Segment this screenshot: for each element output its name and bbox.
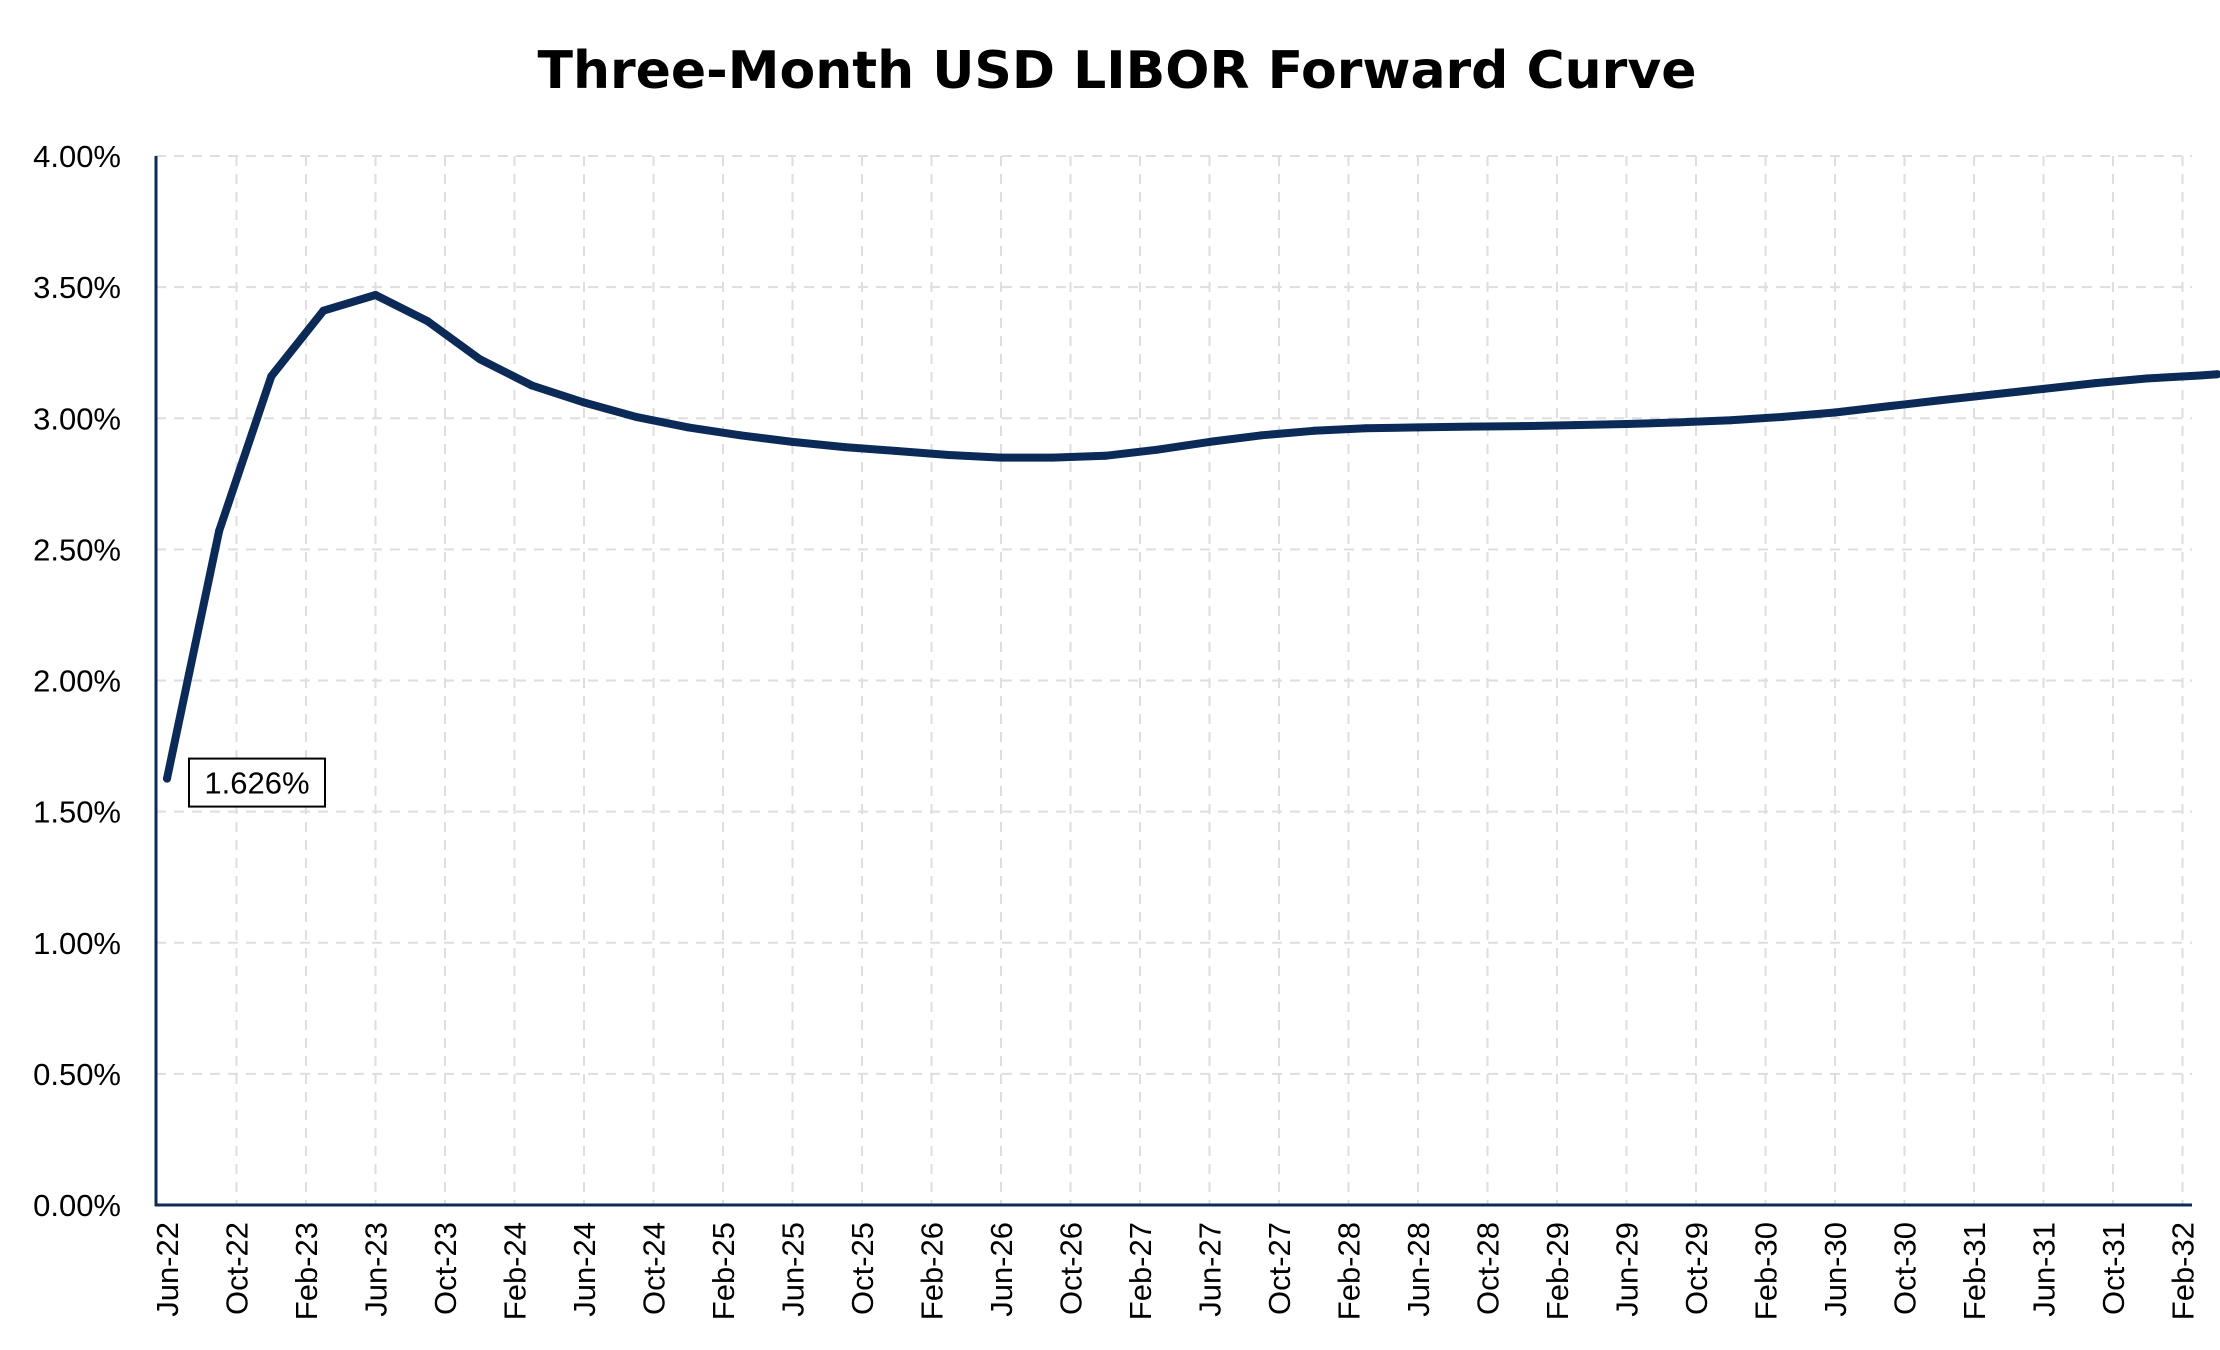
x-tick-labels: Jun-22 Oct-22 Feb-23 Jun-23 Oct-23 Feb-24 Jun-… <box>150 1222 2201 1320</box>
data-point <box>1257 431 1266 440</box>
data-point <box>736 431 745 440</box>
data-point <box>1622 420 1631 428</box>
annotations: 1.626% <box>188 757 326 808</box>
data-point <box>1935 396 1944 405</box>
x-tick-label: Jun-30 <box>1818 1222 1853 1317</box>
x-tick-label: Oct-28 <box>1471 1222 1506 1315</box>
x-tick-label: Oct-23 <box>428 1222 463 1315</box>
x-tick-label: Oct-31 <box>2096 1222 2131 1315</box>
x-tick-label: Feb-26 <box>915 1222 950 1320</box>
series-line <box>163 291 2220 783</box>
data-point <box>2213 370 2220 379</box>
y-tick-label: 3.00% <box>33 401 121 436</box>
x-tick-label: Feb-24 <box>498 1222 533 1320</box>
x-tick-label: Jun-31 <box>2027 1222 2062 1317</box>
data-point <box>1831 408 1839 417</box>
x-tick-label: Jun-24 <box>567 1222 602 1317</box>
data-point <box>2143 374 2152 383</box>
data-point <box>1778 412 1787 421</box>
y-tick-label: 0.00% <box>33 1188 121 1223</box>
y-tick-label: 0.50% <box>33 1057 121 1092</box>
data-point <box>788 437 797 446</box>
data-point <box>1518 422 1527 431</box>
x-tick-label: Jun-27 <box>1193 1222 1228 1317</box>
data-point <box>1205 437 1214 446</box>
x-tick-label: Oct-24 <box>637 1222 672 1315</box>
x-tick-label: Feb-30 <box>1749 1222 1784 1320</box>
data-point <box>892 447 901 455</box>
series-layer <box>163 291 2220 783</box>
data-point <box>475 355 484 364</box>
data-point <box>997 453 1005 462</box>
x-tick-label: Jun-28 <box>1401 1222 1436 1317</box>
data-point <box>840 443 849 452</box>
data-point <box>944 451 953 459</box>
data-point <box>423 317 432 326</box>
data-point <box>1987 390 1996 399</box>
data-point <box>632 412 641 421</box>
x-tick-label: Feb-31 <box>1957 1222 1992 1320</box>
x-tick-label: Oct-27 <box>1262 1222 1297 1315</box>
data-point <box>1361 424 1370 433</box>
y-tick-label: 3.50% <box>33 270 121 305</box>
x-tick-label: Jun-23 <box>359 1222 394 1317</box>
data-point <box>163 774 171 783</box>
grid <box>156 155 2192 1205</box>
data-point <box>2091 379 2100 388</box>
x-tick-label: Oct-26 <box>1054 1222 1089 1315</box>
x-tick-label: Jun-26 <box>984 1222 1019 1317</box>
data-point <box>1309 426 1318 435</box>
x-tick-label: Feb-23 <box>289 1222 324 1320</box>
data-label-box <box>188 757 326 808</box>
y-tick-label: 2.50% <box>33 532 121 567</box>
data-point <box>215 527 224 535</box>
y-tick-label: 1.50% <box>33 795 121 830</box>
data-point <box>1570 421 1579 430</box>
axes <box>154 156 2192 1207</box>
data-point <box>580 398 588 407</box>
x-tick-label: Oct-25 <box>845 1222 880 1315</box>
data-point <box>2195 371 2204 380</box>
data-point <box>1883 402 1892 411</box>
y-tick-label: 2.00% <box>33 664 121 699</box>
x-tick-label: Jun-22 <box>150 1222 185 1317</box>
y-tick-labels: 0.00% 0.50% 1.00% 1.50% 2.00% 2.50% 3.00% 3.50%… <box>33 139 121 1223</box>
data-point <box>1049 453 1058 462</box>
data-point <box>527 381 536 390</box>
data-point <box>319 306 328 315</box>
y-tick-label: 1.00% <box>33 926 121 961</box>
data-point <box>1101 451 1110 460</box>
data-point <box>267 372 276 381</box>
x-tick-label: Oct-22 <box>220 1222 255 1315</box>
data-point <box>2039 384 2048 393</box>
x-tick-label: Oct-30 <box>1888 1222 1923 1315</box>
x-tick-label: Feb-29 <box>1540 1222 1575 1320</box>
x-tick-label: Feb-25 <box>706 1222 741 1320</box>
data-point <box>1674 418 1683 427</box>
data-point <box>1153 445 1162 454</box>
x-tick-label: Jun-29 <box>1610 1222 1645 1317</box>
x-tick-label: Oct-29 <box>1679 1222 1714 1315</box>
x-tick-label: Feb-27 <box>1123 1222 1158 1320</box>
x-tick-label: Feb-28 <box>1332 1222 1367 1320</box>
data-label: 1.626% <box>204 766 309 801</box>
data-point <box>1466 422 1475 431</box>
x-tick-label: Jun-25 <box>776 1222 811 1317</box>
chart-title: Three-Month USD LIBOR Forward Curve <box>537 41 1696 101</box>
x-tick-label: Feb-32 <box>2166 1222 2201 1320</box>
data-point <box>1414 423 1422 432</box>
data-point <box>1726 416 1735 425</box>
data-point <box>371 291 380 299</box>
data-point <box>684 423 693 432</box>
y-tick-label: 4.00% <box>33 139 121 174</box>
